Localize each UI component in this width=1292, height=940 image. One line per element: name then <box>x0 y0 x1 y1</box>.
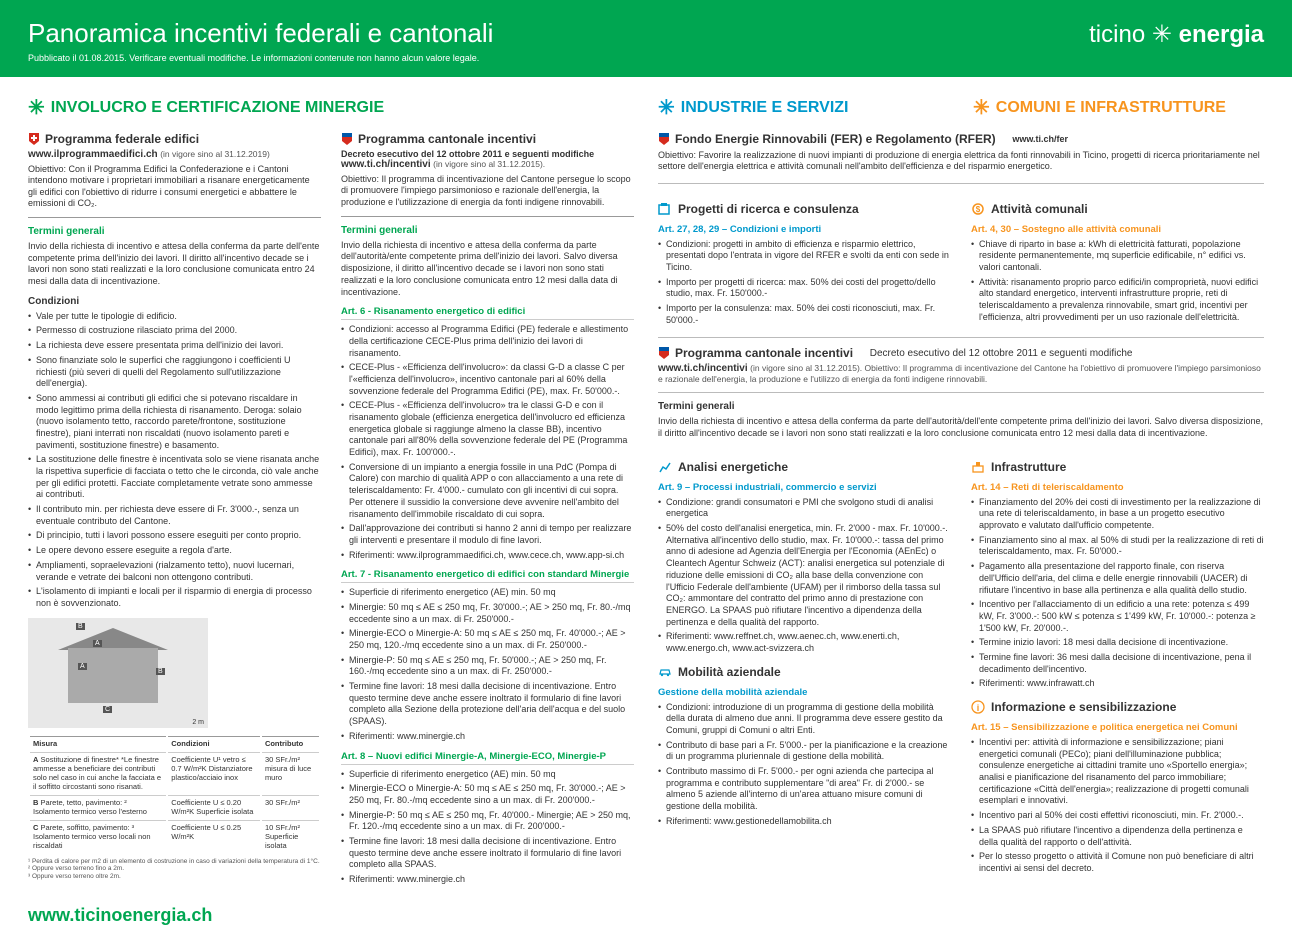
programma-cantonale: Programma cantonale incentivi Decreto es… <box>341 132 634 889</box>
footer-url[interactable]: www.ticinoenergia.ch <box>0 899 1292 940</box>
cantonale2-url[interactable]: www.ti.ch/incentivi <box>658 363 748 374</box>
ticino-shield-icon <box>658 346 670 360</box>
federale-condizioni-list: Vale per tutte le tipologie di edificio.… <box>28 311 321 610</box>
ticino-shield-icon <box>658 132 670 146</box>
programma-federale: Programma federale edifici www.ilprogram… <box>28 132 321 889</box>
analysis-icon <box>658 460 672 474</box>
section-comuni-title: ✳COMUNI E INFRASTRUTTURE <box>973 95 1264 120</box>
header-subtitle: Pubblicato il 01.08.2015. Verificare eve… <box>28 53 1264 63</box>
ticino-shield-icon <box>341 132 353 146</box>
research-icon <box>658 202 672 216</box>
car-icon <box>658 665 672 679</box>
art6-list: Condizioni: accesso al Programma Edifici… <box>341 324 634 561</box>
main-content: ✳INVOLUCRO E CERTIFICAZIONE MINERGIE Pro… <box>0 77 1292 899</box>
info-icon: i <box>971 700 985 714</box>
measures-table: MisuraCondizioniContributo A Sostituzion… <box>28 734 321 854</box>
section-industrie-title: ✳INDUSTRIE E SERVIZI <box>658 95 949 120</box>
house-diagram: A A B B C 2 m <box>28 618 208 728</box>
svg-text:$: $ <box>976 205 981 214</box>
swiss-shield-icon <box>28 132 40 146</box>
page-header: Panoramica incentivi federali e cantonal… <box>0 0 1292 77</box>
comuni-column: $ Attività comunali Art. 4, 30 – Sostegn… <box>971 192 1264 330</box>
federale-url[interactable]: www.ilprogrammaedifici.ch <box>28 149 158 160</box>
infrastructure-icon <box>971 460 985 474</box>
fer-block: Fondo Energie Rinnovabili (FER) e Regola… <box>658 132 1264 173</box>
cantonale2-block: Programma cantonale incentivi Decreto es… <box>658 346 1264 439</box>
cantonale-url[interactable]: www.ti.ch/incentivi <box>341 159 431 170</box>
art7-list: Superficie di riferimento energetico (AE… <box>341 587 634 742</box>
fer-url[interactable]: www.ti.ch/fer <box>1012 134 1068 144</box>
brand-logo: ticino ✳ energia <box>1089 20 1264 49</box>
page-title: Panoramica incentivi federali e cantonal… <box>28 18 493 49</box>
industrie-column: Progetti di ricerca e consulenza Art. 27… <box>658 192 951 330</box>
section-involucro-title: ✳INVOLUCRO E CERTIFICAZIONE MINERGIE <box>28 95 634 120</box>
municipal-icon: $ <box>971 202 985 216</box>
art8-list: Superficie di riferimento energetico (AE… <box>341 769 634 886</box>
svg-text:i: i <box>977 703 980 713</box>
